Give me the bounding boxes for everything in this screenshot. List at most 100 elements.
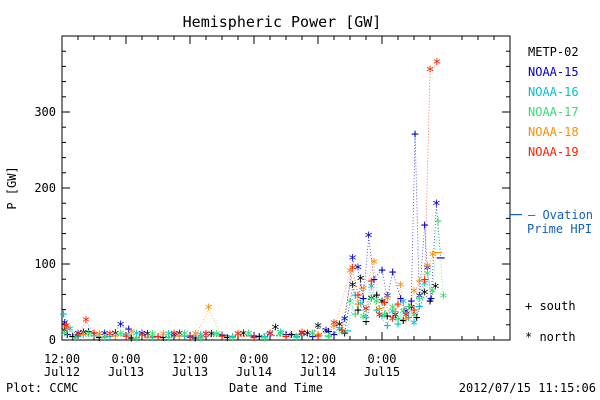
data-point-north: * <box>297 326 306 344</box>
data-point-north: * <box>356 272 365 290</box>
data-point-north: * <box>297 326 306 344</box>
data-point-north: * <box>337 325 346 343</box>
data-point-north: * <box>367 279 376 297</box>
data-point-north: * <box>116 317 125 335</box>
data-point-south: + <box>191 331 199 346</box>
data-point-south: + <box>373 288 381 303</box>
data-point-south: + <box>186 329 194 344</box>
series-trace <box>66 63 438 338</box>
data-point-south: + <box>415 292 423 307</box>
data-point-north: * <box>321 323 330 341</box>
data-point-south: + <box>282 327 290 342</box>
data-point-north: * <box>372 295 381 313</box>
data-point-north: * <box>415 289 424 307</box>
data-point-north: * <box>348 251 357 269</box>
data-point-south: + <box>354 297 362 312</box>
data-point-south: + <box>175 329 183 344</box>
x-tick-label: 0:00 <box>368 352 397 366</box>
data-point-north: * <box>212 327 221 345</box>
x-tick-label: 12:00 <box>300 352 336 366</box>
data-point-north: * <box>175 326 184 344</box>
data-point-south: + <box>287 327 295 342</box>
data-point-north: * <box>396 278 405 296</box>
data-point-north: * <box>399 295 408 313</box>
data-point-south: + <box>375 302 383 317</box>
data-point-north: * <box>353 260 362 278</box>
baseline-traces <box>63 63 444 339</box>
data-point-south: + <box>354 288 362 303</box>
y-axis-label: P [GW] <box>5 166 19 209</box>
data-point-south: + <box>60 307 68 322</box>
y-tick-label: 0 <box>49 333 56 347</box>
x-tick-sublabel: Jul15 <box>364 365 400 379</box>
data-point-north: * <box>383 291 392 309</box>
data-point-north: * <box>233 327 242 345</box>
data-point-north: * <box>431 279 440 297</box>
legend-entry: METP-02 <box>528 45 579 59</box>
data-point-north: * <box>244 326 253 344</box>
data-point-south: + <box>314 327 322 342</box>
data-point-north: * <box>348 278 357 296</box>
data-point-south: + <box>71 331 79 346</box>
data-point-north: * <box>100 326 109 344</box>
data-point-north: * <box>361 302 370 320</box>
data-point-south: + <box>367 274 375 289</box>
data-point-north: * <box>271 320 280 338</box>
data-point-north: * <box>191 327 200 345</box>
data-point-north: * <box>239 326 248 344</box>
data-point-north: * <box>432 55 441 73</box>
data-point-south: + <box>111 329 119 344</box>
data-point-north: * <box>143 327 152 345</box>
data-point-south: + <box>250 330 258 345</box>
data-point-north: * <box>127 325 136 343</box>
data-point-south: + <box>367 292 375 307</box>
data-point-south: + <box>282 330 290 345</box>
data-point-north: * <box>369 255 378 273</box>
data-point-south: + <box>362 311 370 326</box>
data-point-south: + <box>362 315 370 330</box>
data-point-south: + <box>293 330 301 345</box>
data-point-south: + <box>413 311 421 326</box>
data-point-south: + <box>101 330 109 345</box>
data-point-south: + <box>383 309 391 324</box>
data-point-north: * <box>89 328 98 346</box>
data-point-north: * <box>137 328 146 346</box>
data-point-north: * <box>399 304 408 322</box>
data-point-south: + <box>293 330 301 345</box>
data-point-south: + <box>325 330 333 345</box>
data-point-north: * <box>428 247 437 265</box>
chart-title: Hemispheric Power [GW] <box>183 13 382 31</box>
data-point-south: + <box>74 330 82 345</box>
x-tick-sublabel: Jul14 <box>300 365 336 379</box>
data-point-south: + <box>261 331 269 346</box>
x-tick-sublabel: Jul13 <box>108 365 144 379</box>
data-point-south: + <box>95 330 103 345</box>
data-point-south: + <box>106 330 114 345</box>
data-point-south: + <box>229 330 237 345</box>
data-point-north: * <box>348 261 357 279</box>
data-point-north: * <box>148 327 157 345</box>
data-point-south: + <box>197 331 205 346</box>
data-point-north: * <box>164 327 173 345</box>
x-axis: 12:00Jul120:00Jul1312:00Jul130:00Jul1412… <box>44 36 495 379</box>
data-point-south: + <box>122 329 130 344</box>
data-point-north: * <box>276 326 285 344</box>
data-point-north: * <box>132 326 141 344</box>
x-tick-sublabel: Jul14 <box>236 365 272 379</box>
data-point-south: + <box>341 326 349 341</box>
data-point-south: + <box>74 328 82 343</box>
data-point-north: * <box>276 327 285 345</box>
data-point-south: + <box>325 329 333 344</box>
data-point-south: + <box>370 273 378 288</box>
data-point-south: + <box>186 330 194 345</box>
data-point-south: + <box>282 330 290 345</box>
data-point-north: * <box>60 323 69 341</box>
data-point-north: * <box>308 326 317 344</box>
data-point-south: + <box>250 329 258 344</box>
data-point-south: + <box>397 292 405 307</box>
data-point-south: + <box>218 329 226 344</box>
data-point-north: * <box>65 322 74 340</box>
data-point-north: * <box>401 304 410 322</box>
data-point-north: * <box>409 316 418 334</box>
symbol-legend: + south * north <box>525 299 576 344</box>
